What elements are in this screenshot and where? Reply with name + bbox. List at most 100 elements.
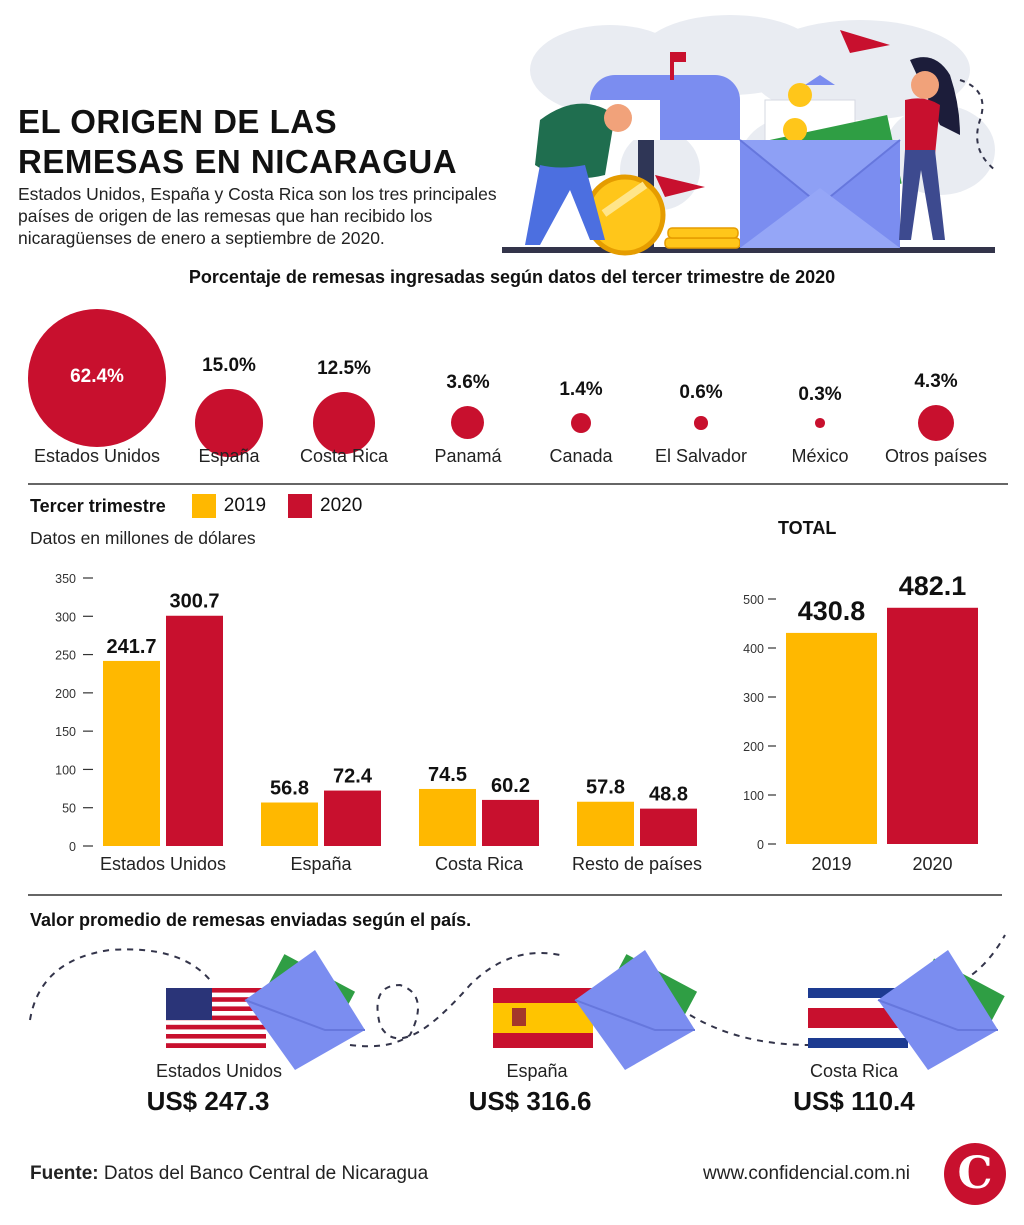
y-tick-label: 500 xyxy=(743,593,764,607)
hero-illustration xyxy=(502,15,996,256)
source-text: Datos del Banco Central de Nicaragua xyxy=(103,1163,429,1184)
y-tick-label: 150 xyxy=(55,725,76,739)
bubble-value-mexico: 0.3% xyxy=(798,384,842,406)
bubble-value-estados-unidos: 62.4% xyxy=(70,366,124,387)
paper-plane-icon xyxy=(655,175,705,197)
bar-espana-2019 xyxy=(261,802,318,846)
y-tick-label: 300 xyxy=(743,691,764,705)
source-label: Fuente: xyxy=(30,1163,99,1184)
legend-label-2020: 2020 xyxy=(320,495,363,516)
bar-value-label: 241.7 xyxy=(106,636,156,658)
bar-costa-rica-2020 xyxy=(482,799,539,846)
bar-estados-unidos-2019 xyxy=(103,660,160,846)
bubble-otros-paises xyxy=(917,404,955,442)
title-line-1: EL ORIGEN DE LAS xyxy=(18,103,338,140)
y-tick-label: 200 xyxy=(743,740,764,754)
average-value-usa: US$ 247.3 xyxy=(146,1086,270,1116)
legend-swatch-2020 xyxy=(288,494,313,518)
money-envelope-icon xyxy=(877,950,1005,1070)
y-tick-label: 100 xyxy=(743,789,764,803)
y-tick-label: 0 xyxy=(69,840,76,854)
bubble-label-espana: España xyxy=(198,446,260,466)
total-bar-value-label: 482.1 xyxy=(899,571,967,601)
bubble-label-mexico: México xyxy=(791,446,849,466)
total-chart-title: TOTAL xyxy=(778,518,837,538)
bubble-label-otros-paises: Otros países xyxy=(884,446,988,466)
title-line-2: REMESAS EN NICARAGUA xyxy=(18,143,458,180)
bar-value-label: 48.8 xyxy=(649,784,688,806)
x-category-label: Costa Rica xyxy=(435,854,524,874)
average-heading: Valor promedio de remesas enviadas según… xyxy=(30,910,472,930)
y-tick-label: 250 xyxy=(55,649,76,663)
average-country-costa-rica: Costa Rica xyxy=(809,1061,899,1081)
x-category-label: España xyxy=(290,854,352,874)
ground-line xyxy=(502,247,995,253)
bubble-value-costa-rica: 12.5% xyxy=(317,358,371,380)
paper-plane-icon xyxy=(840,30,890,53)
bar-espana-2020 xyxy=(324,790,381,846)
bubble-el-salvador xyxy=(694,416,708,430)
bubble-value-panama: 3.6% xyxy=(446,372,490,394)
bubble-value-canada: 1.4% xyxy=(559,378,603,400)
man-with-coin-icon xyxy=(525,103,666,256)
bar-value-label: 74.5 xyxy=(428,764,467,786)
average-illustration xyxy=(29,934,1006,1070)
money-envelope-icon xyxy=(244,950,365,1070)
average-value-spain: US$ 316.6 xyxy=(468,1086,592,1116)
bar-costa-rica-2019 xyxy=(419,788,476,846)
bubble-label-canada: Canada xyxy=(549,446,613,466)
bar-value-label: 300.7 xyxy=(169,591,219,613)
bar-value-label: 57.8 xyxy=(586,777,625,799)
page-title: EL ORIGEN DE LAS REMESAS EN NICARAGUA xyxy=(18,102,457,182)
bubble-label-panama: Panamá xyxy=(434,446,502,466)
y-tick-label: 100 xyxy=(55,763,76,777)
y-tick-label: 200 xyxy=(55,687,76,701)
total-x-label: 2019 xyxy=(811,854,851,874)
bar-estados-unidos-2020 xyxy=(166,615,223,846)
y-tick-label: 400 xyxy=(743,642,764,656)
total-bar-chart: 0 100 200 300 400 500 430.8 2019 482.1 2020 xyxy=(743,571,978,874)
bubble-canada xyxy=(570,412,592,434)
average-value-costa-rica: US$ 110.4 xyxy=(793,1086,915,1116)
bar-chart-units: Datos en millones de dólares xyxy=(30,528,256,548)
bar-resto-de-paises-2019 xyxy=(577,801,634,846)
bar-resto-de-paises-2020 xyxy=(640,808,697,846)
website-link[interactable]: www.confidencial.com.ni xyxy=(703,1163,910,1184)
page-subtitle: Estados Unidos, España y Costa Rica son … xyxy=(18,184,497,248)
dashed-path xyxy=(959,79,996,171)
bar-chart-legend: Tercer trimestre 2019 2020 xyxy=(30,494,384,518)
legend-swatch-2019 xyxy=(191,494,216,518)
bubble-value-otros-paises: 4.3% xyxy=(914,370,958,392)
bubble-label-estados-unidos: Estados Unidos xyxy=(33,446,161,466)
bubble-panama xyxy=(451,406,485,440)
bubble-espana xyxy=(195,389,263,457)
section-divider xyxy=(28,483,1008,485)
spain-flag-icon xyxy=(493,988,593,1048)
confidencial-logo: C xyxy=(944,1143,1006,1205)
bubble-label-costa-rica: Costa Rica xyxy=(299,446,389,466)
bubble-value-el-salvador: 0.6% xyxy=(679,382,723,404)
section-divider xyxy=(28,894,1002,896)
source-note: Fuente: Datos del Banco Central de Nicar… xyxy=(30,1163,428,1185)
total-bar-2019 xyxy=(786,632,877,844)
money-envelope-icon xyxy=(739,75,902,248)
average-country-spain: España xyxy=(506,1061,568,1081)
bar-chart: 0 50 100 150 200 250 300 350 241.7 300.7 Estados U… xyxy=(55,572,702,874)
x-category-label: Estados Unidos xyxy=(100,854,226,874)
money-envelope-icon xyxy=(574,950,698,1070)
bar-value-label: 60.2 xyxy=(491,775,530,797)
total-bar-2020 xyxy=(887,607,978,844)
bubble-mexico xyxy=(815,418,825,428)
x-category-label: Resto de países xyxy=(572,854,702,874)
bubble-costa-rica xyxy=(313,392,375,454)
bar-chart-title: Tercer trimestre xyxy=(30,495,166,516)
total-x-label: 2020 xyxy=(912,854,952,874)
y-tick-label: 350 xyxy=(55,572,76,586)
y-tick-label: 50 xyxy=(62,802,76,816)
y-tick-label: 300 xyxy=(55,610,76,624)
woman-icon xyxy=(899,57,960,240)
bar-value-label: 72.4 xyxy=(333,766,373,788)
total-bar-value-label: 430.8 xyxy=(798,596,866,626)
y-tick-label: 0 xyxy=(757,838,764,852)
bubble-chart-title: Porcentaje de remesas ingresadas según d… xyxy=(188,267,836,287)
